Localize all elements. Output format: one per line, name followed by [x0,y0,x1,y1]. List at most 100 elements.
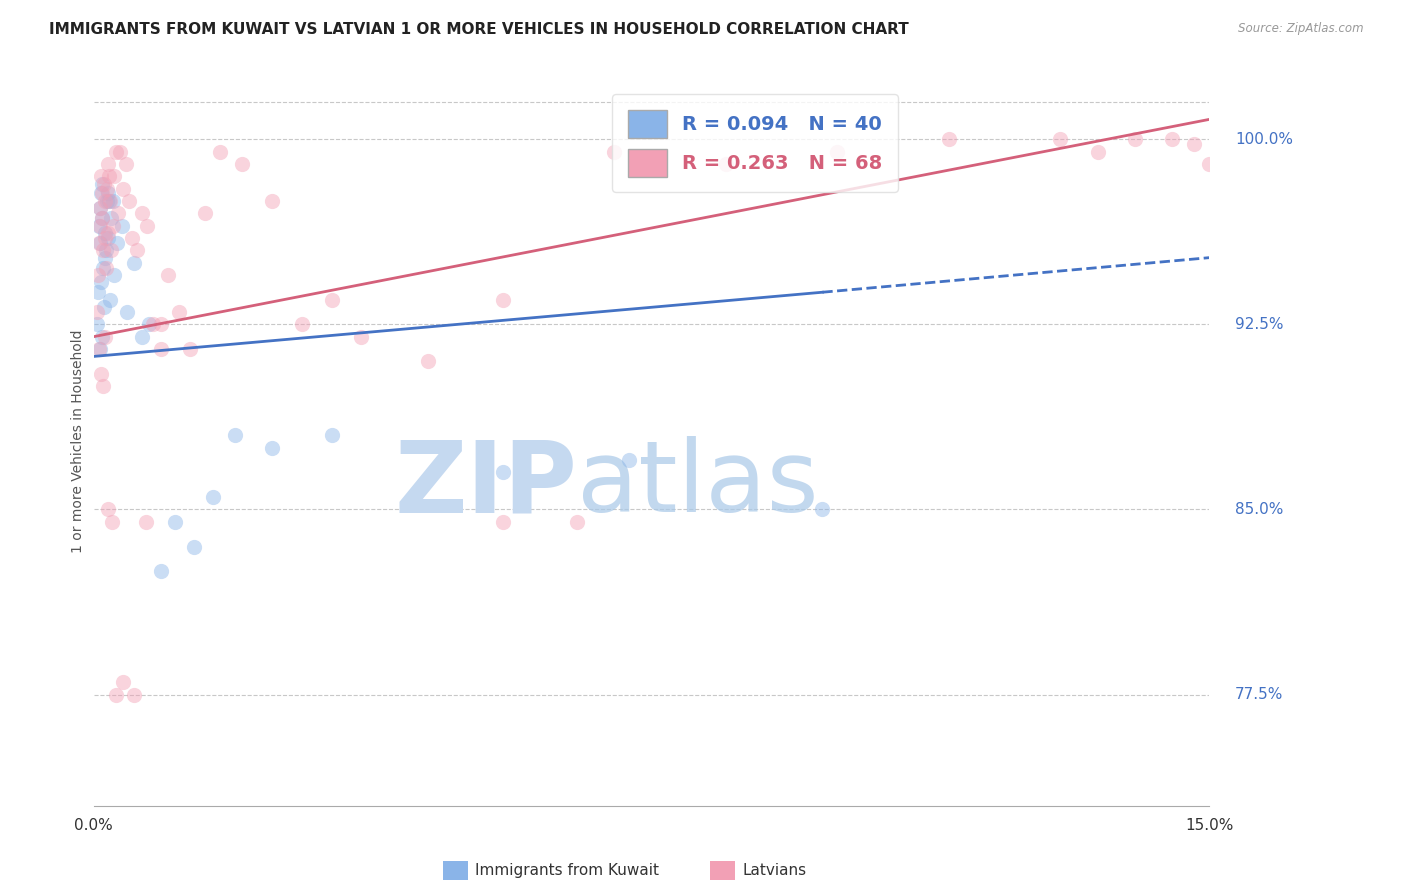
Point [115,157,138,171]
Point [138,318,160,332]
Point [87,219,110,233]
Legend: R = 0.094   N = 40, R = 0.263   N = 68: R = 0.094 N = 40, R = 0.263 N = 68 [613,95,898,193]
Point [90,169,112,184]
Point [100,211,122,226]
Point [89,202,111,216]
Text: 0.0%: 0.0% [75,818,112,833]
Point [97,157,120,171]
Point [125,244,148,258]
Point [167,305,190,319]
Point [89,342,111,356]
Point [89,202,111,216]
Point [565,515,588,529]
Text: 85.0%: 85.0% [1236,502,1284,517]
Point [91,244,114,258]
Point [104,688,127,702]
Point [86,305,108,319]
Y-axis label: 1 or more Vehicles in Household: 1 or more Vehicles in Household [72,330,86,553]
Text: atlas: atlas [576,436,818,533]
Point [90,211,112,226]
Point [136,219,159,233]
Point [827,145,849,159]
Point [87,342,110,356]
Point [142,318,165,332]
Point [165,515,187,529]
Point [291,318,314,332]
Point [156,268,179,282]
Point [208,145,231,159]
Point [100,244,122,258]
Point [89,219,111,233]
Point [87,268,110,282]
Point [418,354,440,368]
Point [96,194,118,208]
Point [98,293,121,307]
Point [101,194,124,208]
Point [103,169,125,184]
Point [1161,132,1184,146]
Text: Latvians: Latvians [742,863,807,878]
Point [96,260,118,275]
Point [1087,145,1109,159]
Text: IMMIGRANTS FROM KUWAIT VS LATVIAN 1 OR MORE VEHICLES IN HOUSEHOLD CORRELATION CH: IMMIGRANTS FROM KUWAIT VS LATVIAN 1 OR M… [49,22,908,37]
Point [90,276,112,290]
Point [224,428,246,442]
Point [101,515,124,529]
Point [118,194,141,208]
Point [491,293,513,307]
Point [201,490,224,504]
Point [98,169,121,184]
Point [938,132,960,146]
Point [321,293,343,307]
Point [262,194,284,208]
Point [97,186,120,201]
Point [112,675,135,690]
Point [93,300,115,314]
Point [491,515,513,529]
Point [87,285,110,300]
Point [98,194,121,208]
Point [94,329,117,343]
Text: Immigrants from Kuwait: Immigrants from Kuwait [475,863,659,878]
Point [149,564,172,578]
Point [1123,132,1146,146]
Point [96,181,118,195]
Point [321,428,343,442]
Point [96,244,118,258]
Point [86,318,108,332]
Point [121,231,143,245]
Point [98,194,121,208]
Point [104,145,127,159]
Point [91,260,114,275]
Point [183,540,205,554]
Point [124,688,146,702]
Point [91,177,114,191]
Text: 92.5%: 92.5% [1236,317,1284,332]
Point [97,231,120,245]
Point [1198,157,1220,171]
Point [93,177,115,191]
Point [90,186,112,201]
Point [1182,137,1205,152]
Point [149,342,172,356]
Point [149,318,172,332]
Text: 15.0%: 15.0% [1185,818,1233,833]
Point [105,235,128,250]
Point [603,145,626,159]
Point [91,329,114,343]
Point [131,329,153,343]
Point [93,194,115,208]
Point [101,219,124,233]
Point [90,186,112,201]
Point [111,219,134,233]
Point [491,466,513,480]
Point [103,268,125,282]
Point [179,342,201,356]
Point [94,251,117,265]
Point [89,235,111,250]
Point [112,181,135,195]
Point [714,157,737,171]
Point [110,145,132,159]
Point [811,502,834,516]
Point [93,226,115,240]
